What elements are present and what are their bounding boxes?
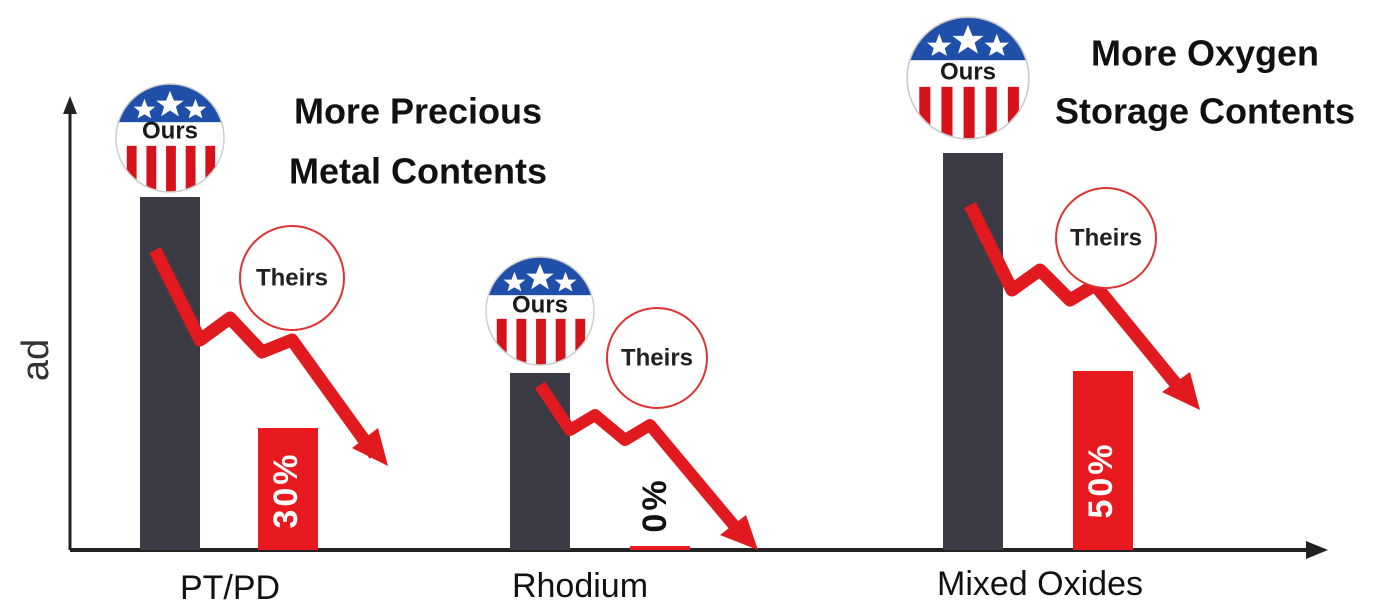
ours-label: Ours bbox=[512, 291, 568, 318]
category-label: PT/PD bbox=[180, 569, 280, 607]
category-label: Rhodium bbox=[512, 567, 648, 605]
category-label: Mixed Oxides bbox=[937, 565, 1143, 603]
reduction-label: 0% bbox=[636, 477, 674, 532]
note-line: Storage Contents bbox=[1055, 91, 1355, 132]
reduction-label: 30% bbox=[267, 451, 305, 528]
ours-label: Ours bbox=[940, 58, 996, 85]
theirs-bar bbox=[630, 546, 690, 550]
y-axis-label: ad bbox=[15, 339, 57, 381]
infographic: ad 30% Theirs Ours More Precious Metal C… bbox=[0, 0, 1393, 609]
note-line: More Oxygen bbox=[1091, 33, 1319, 74]
ours-label: Ours bbox=[142, 117, 198, 144]
theirs-label: Theirs bbox=[1070, 224, 1142, 251]
x-arrow bbox=[1306, 541, 1328, 559]
note-line: More Precious bbox=[294, 91, 542, 132]
reduction-label: 50% bbox=[1082, 441, 1120, 518]
ours-bar bbox=[510, 373, 570, 550]
theirs-label: Theirs bbox=[256, 264, 328, 291]
ours-bar bbox=[140, 197, 200, 550]
y-arrow bbox=[63, 96, 77, 114]
note-line: Metal Contents bbox=[289, 151, 547, 192]
theirs-label: Theirs bbox=[621, 344, 693, 371]
page: ad 30% Theirs Ours More Precious Metal C… bbox=[0, 0, 1393, 609]
